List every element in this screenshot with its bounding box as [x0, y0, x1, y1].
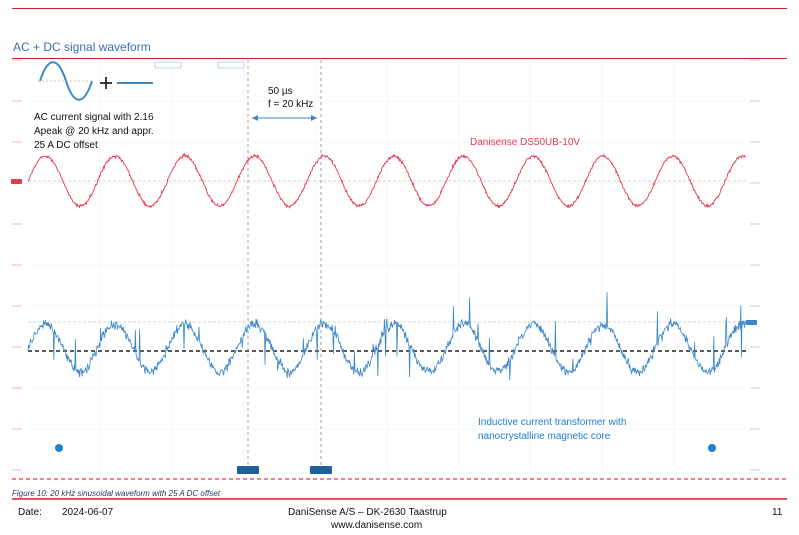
danisense-series-label: Danisense DS50UB-10V: [470, 137, 581, 148]
footer-date-label: Date:: [18, 507, 42, 518]
frequency-label: f = 20 kHz: [268, 99, 314, 110]
period-label: 50 µs: [268, 86, 293, 97]
cursor-2-time-tag: [310, 466, 332, 474]
period-arrow-left-head: [252, 115, 258, 121]
period-arrow-right-head: [311, 115, 317, 121]
section-title: AC + DC signal waveform: [13, 40, 151, 54]
ct-marker-dot-right: [708, 444, 716, 452]
grid: [28, 60, 746, 470]
ct-trace: [27, 292, 746, 381]
figure-caption: Figure 10: 20 kHz sinusoidal waveform wi…: [12, 489, 220, 498]
footer-page-number: 11: [772, 507, 783, 518]
cursor-readout-tag-2: [217, 61, 245, 69]
ct-marker-dot-left: [55, 444, 63, 452]
danisense-trace: [27, 152, 746, 209]
top-rule: [12, 8, 787, 9]
ch2-marker-icon: [746, 320, 757, 325]
footer-website: www.danisense.com: [331, 520, 423, 531]
cursor-readout-tag-1: [154, 61, 182, 69]
footer-date-value: 2024-06-07: [62, 507, 114, 518]
ch1-marker-icon: [11, 179, 22, 184]
ac-description-label: AC current signal with 2.16 Apeak @ 20 k…: [34, 112, 154, 151]
footer-company: DaniSense A/S – DK-2630 Taastrup: [288, 507, 447, 518]
ct-series-label: Inductive current transformer with nanoc…: [478, 417, 627, 442]
cursor-1-time-tag: [237, 466, 259, 474]
upper-separator-rule: [12, 58, 787, 59]
